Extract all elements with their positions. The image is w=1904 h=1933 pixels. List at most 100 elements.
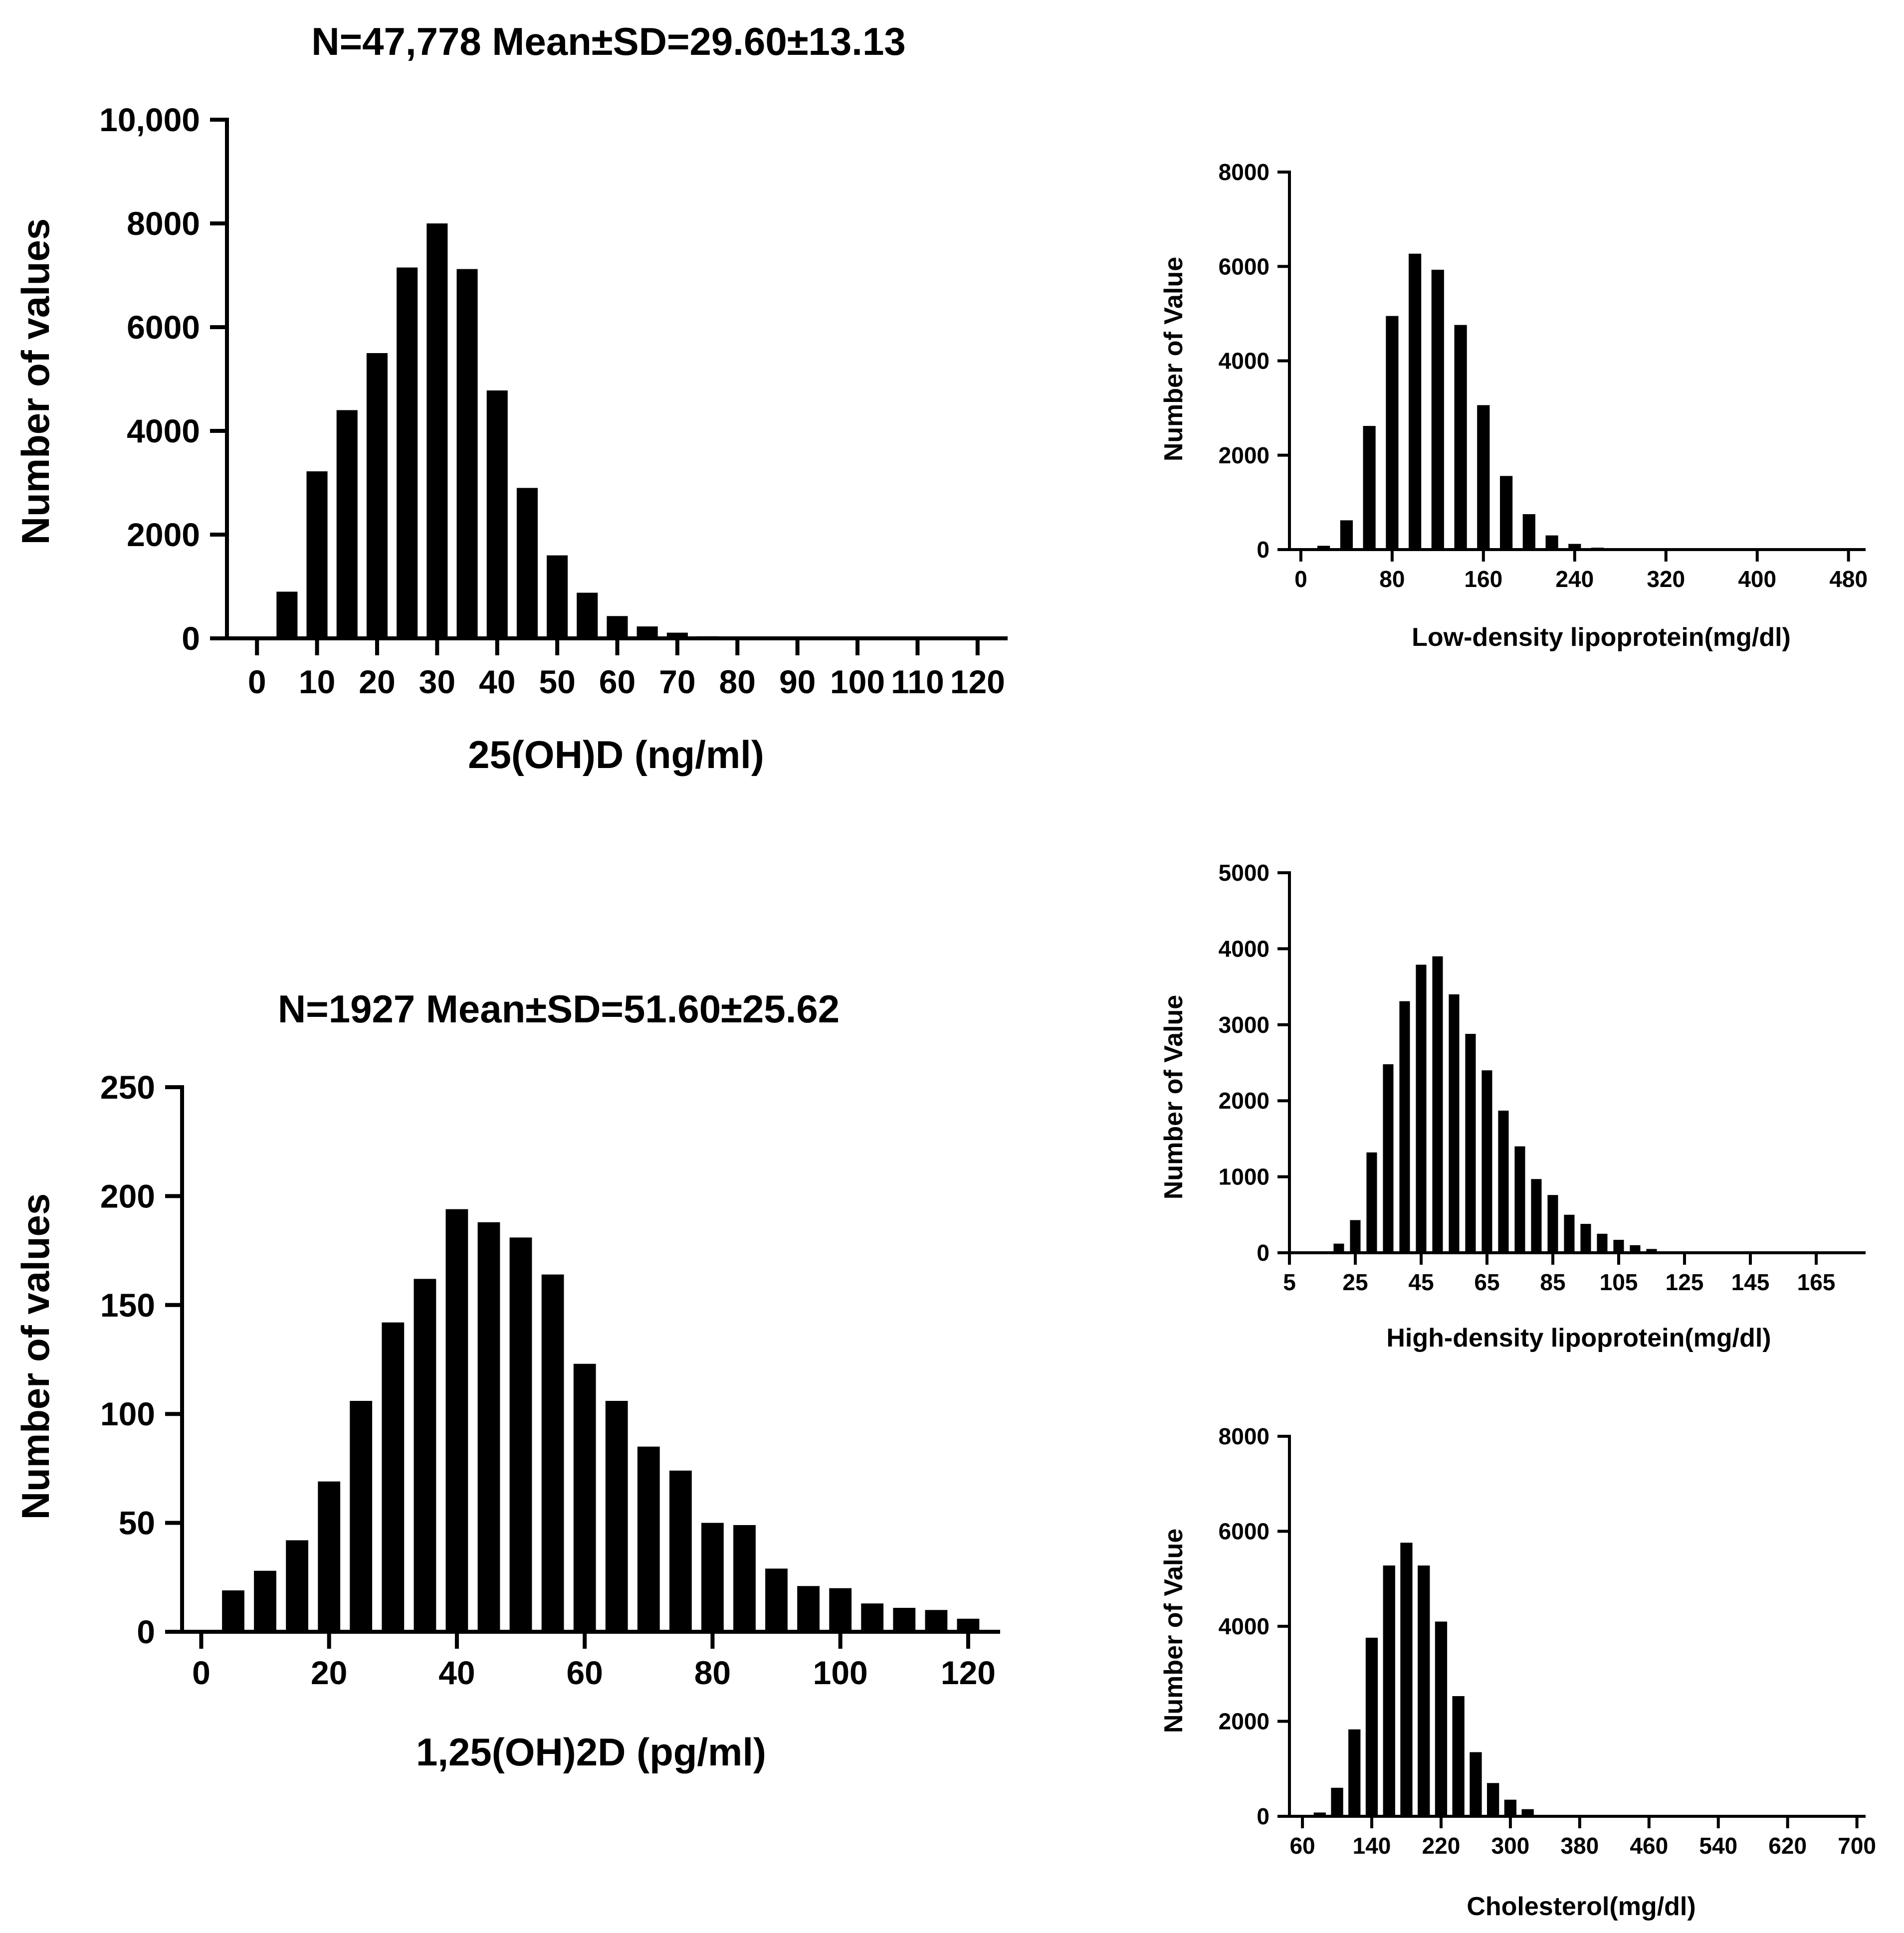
chart-chol-x-tick-label: 380 — [1560, 1833, 1599, 1859]
chart-ldl-y-tick-label: 8000 — [1219, 159, 1269, 185]
chart-hdl-x-tick-label: 165 — [1797, 1269, 1836, 1295]
chart-vitd125-bar — [382, 1322, 405, 1632]
chart-vitd125-bar — [509, 1237, 532, 1632]
chart-hdl-y-tick-label: 3000 — [1219, 1012, 1269, 1038]
chart-ldl-y-tick-label: 6000 — [1219, 253, 1269, 279]
chart-vitd125-bar — [222, 1590, 244, 1632]
chart-chol-x-tick-label: 540 — [1699, 1833, 1737, 1859]
chart-chol-xlabel: Cholesterol(mg/dl) — [1467, 1892, 1695, 1921]
chart-vitd25-y-tick-label: 6000 — [127, 309, 200, 346]
chart-vitd125-bar — [637, 1446, 660, 1632]
chart-ldl-bar — [1363, 426, 1376, 550]
chart-vitd125-x-tick-label: 80 — [694, 1654, 731, 1691]
chart-vitd25-x-tick-label: 90 — [779, 663, 816, 700]
chart-vitd125-bar — [605, 1401, 628, 1632]
chart-chol-bar — [1452, 1696, 1465, 1816]
chart-chol-x-tick-label: 220 — [1422, 1833, 1461, 1859]
chart-ldl: Low-density lipoprotein(mg/dl) Number of… — [1159, 159, 1868, 652]
chart-vitd125-bar — [669, 1470, 692, 1632]
chart-ldl-bar — [1317, 546, 1330, 550]
chart-vitd125-bar — [350, 1401, 373, 1632]
chart-vitd125-y-tick-label: 0 — [137, 1613, 155, 1650]
chart-hdl-bar — [1383, 1064, 1394, 1253]
chart-vitd25-bar — [666, 632, 688, 638]
chart-chol-bar — [1470, 1752, 1482, 1816]
chart-chol-bar — [1504, 1799, 1516, 1816]
chart-vitd25-bar — [486, 390, 508, 638]
chart-vitd125-x-tick-label: 40 — [438, 1654, 475, 1691]
chart-hdl-bar — [1646, 1249, 1657, 1253]
chart-vitd125-bar — [286, 1540, 308, 1632]
chart-ldl-x-tick-label: 480 — [1829, 566, 1868, 592]
chart-hdl: High-density lipoprotein(mg/dl) Number o… — [1159, 860, 1866, 1353]
chart-vitd25-xlabel: 25(OH)D (ng/ml) — [468, 733, 764, 776]
chart-vitd125-y-tick-label: 100 — [100, 1395, 155, 1432]
chart-vitd125-bar — [318, 1481, 341, 1632]
chart-chol-x-tick-label: 140 — [1353, 1833, 1391, 1859]
chart-hdl-bar — [1630, 1245, 1641, 1253]
chart-vitd25-x-tick-label: 100 — [830, 663, 885, 700]
chart-ldl-y-tick-label: 2000 — [1219, 442, 1269, 468]
chart-hdl-xlabel: High-density lipoprotein(mg/dl) — [1386, 1324, 1771, 1353]
chart-vitd125-ylabel: Number of values — [13, 1193, 57, 1520]
chart-hdl-bar — [1481, 1070, 1492, 1253]
chart-hdl-bar — [1350, 1220, 1361, 1253]
chart-chol-x-tick-label: 460 — [1630, 1833, 1668, 1859]
chart-vitd125-bar — [861, 1603, 884, 1632]
chart-vitd25-y-tick-label: 10,000 — [99, 101, 200, 138]
chart-hdl-x-tick-label: 85 — [1540, 1269, 1565, 1295]
chart-vitd25-x-tick-label: 60 — [599, 663, 635, 700]
chart-ldl-bar — [1454, 325, 1467, 550]
chart-vitd125-bar — [541, 1274, 564, 1632]
chart-hdl-x-tick-label: 145 — [1731, 1269, 1770, 1295]
chart-vitd25-x-tick-label: 120 — [950, 663, 1005, 700]
chart-hdl-y-tick-label: 1000 — [1219, 1164, 1269, 1190]
chart-ldl-bar — [1431, 269, 1444, 550]
chart-hdl-x-tick-label: 5 — [1283, 1269, 1296, 1295]
chart-hdl-y-tick-label: 0 — [1257, 1240, 1269, 1266]
chart-hdl-x-tick-label: 65 — [1474, 1269, 1499, 1295]
chart-chol-bar — [1348, 1729, 1361, 1816]
chart-vitd25-title: N=47,778 Mean±SD=29.60±13.13 — [311, 19, 905, 63]
chart-vitd125-x-tick-label: 120 — [941, 1654, 996, 1691]
chart-vitd25-bar — [547, 555, 568, 638]
chart-vitd125-bar — [957, 1618, 980, 1632]
chart-vitd25-x-tick-label: 80 — [719, 663, 756, 700]
chart-hdl-x-tick-label: 45 — [1408, 1269, 1434, 1295]
chart-hdl-bar — [1564, 1214, 1575, 1253]
chart-vitd25-bar — [516, 488, 538, 638]
chart-ldl-bar — [1477, 405, 1490, 550]
chart-hdl-bar — [1465, 1034, 1476, 1253]
chart-chol-bar — [1331, 1787, 1343, 1816]
chart-vitd25-bar — [276, 591, 298, 638]
chart-vitd25-y-tick-label: 4000 — [127, 412, 200, 449]
chart-vitd125-bar — [829, 1588, 852, 1632]
chart-chol-x-tick-label: 620 — [1768, 1833, 1807, 1859]
chart-vitd125-xlabel: 1,25(OH)2D (pg/ml) — [416, 1730, 766, 1774]
chart-vitd125-y-tick-label: 250 — [100, 1069, 155, 1106]
chart-chol-bar — [1313, 1812, 1326, 1816]
chart-hdl-bar — [1416, 965, 1427, 1253]
chart-chol-bar — [1418, 1565, 1430, 1816]
chart-vitd25-y-tick-label: 0 — [182, 620, 200, 657]
chart-vitd125-x-tick-label: 100 — [813, 1654, 868, 1691]
chart-vitd125-bar — [573, 1363, 596, 1632]
chart-chol-bar — [1383, 1565, 1395, 1816]
chart-chol-y-tick-label: 8000 — [1219, 1423, 1269, 1449]
chart-chol-bar — [1487, 1783, 1499, 1816]
chart-vitd25-x-tick-label: 30 — [419, 663, 455, 700]
chart-vitd25-ylabel: Number of values — [13, 218, 57, 545]
chart-chol-bar — [1365, 1637, 1378, 1816]
chart-ldl-bar — [1500, 476, 1513, 550]
chart-ldl-y-tick-label: 4000 — [1219, 348, 1269, 374]
chart-vitd125-title: N=1927 Mean±SD=51.60±25.62 — [278, 987, 840, 1031]
chart-hdl-bar — [1514, 1146, 1525, 1253]
chart-vitd25-y-tick-label: 8000 — [127, 205, 200, 242]
chart-vitd125-bar — [765, 1568, 788, 1632]
chart-vitd125-y-tick-label: 50 — [119, 1505, 155, 1542]
chart-vitd25-bar — [336, 410, 358, 638]
chart-hdl-bar — [1432, 956, 1443, 1253]
chart-chol-y-tick-label: 2000 — [1219, 1709, 1269, 1735]
chart-hdl-bar — [1613, 1240, 1624, 1253]
